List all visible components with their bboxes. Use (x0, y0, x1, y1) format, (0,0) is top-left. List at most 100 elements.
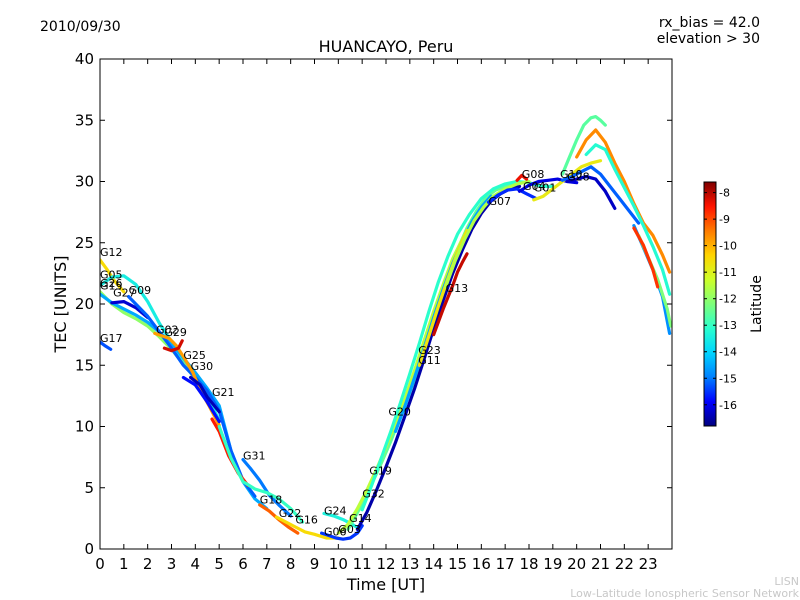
date-label: 2010/09/30 (40, 19, 121, 35)
x-tick-label: 23 (639, 555, 658, 573)
x-tick-label: 12 (376, 555, 395, 573)
x-tick-label: 13 (400, 555, 419, 573)
colorbar-tick-label: -16 (719, 399, 737, 412)
prn-label-g02: G02 (156, 323, 179, 336)
prn-label-g09: G09 (129, 284, 152, 297)
x-tick-label: 3 (167, 555, 177, 573)
colorbar-tick-label: -12 (719, 293, 737, 306)
y-tick-label: 15 (75, 356, 94, 374)
x-tick-label: 19 (543, 555, 562, 573)
series-track-g30 (189, 375, 221, 414)
prn-label-g18: G18 (260, 494, 283, 507)
series-track-g13 (444, 179, 531, 289)
prn-label-g11: G11 (418, 354, 441, 367)
x-tick-label: 5 (214, 555, 224, 573)
y-tick-label: 20 (75, 295, 94, 313)
series-track-g28b (565, 175, 617, 210)
series-track-g20 (360, 179, 555, 512)
series-track-g25 (181, 375, 221, 424)
x-tick-label: 8 (286, 555, 296, 573)
x-tick-label: 1 (119, 555, 129, 573)
colorbar-tick-label: -13 (719, 319, 737, 332)
colorbar-tick-label: -9 (719, 213, 730, 226)
series-track-g18 (217, 424, 305, 524)
y-tick-label: 10 (75, 418, 94, 436)
prn-label-g04: G04 (523, 180, 546, 193)
y-tick-label: 5 (84, 479, 94, 497)
colorbar (703, 181, 717, 427)
prn-label-g01: G01 (534, 181, 557, 194)
prn-label-g12: G12 (100, 246, 123, 259)
prn-label-g25: G25 (183, 349, 206, 362)
prn-label-g07: G07 (489, 195, 512, 208)
series-track-g10 (560, 115, 607, 176)
x-tick-label: 17 (496, 555, 515, 573)
y-tick-label: 35 (75, 111, 94, 129)
prn-label-g30: G30 (191, 360, 214, 373)
series-track-g16 (274, 515, 340, 540)
prn-label-g27: G27 (113, 287, 136, 300)
series-layer (100, 115, 672, 541)
colorbar-label: Latitude (749, 275, 765, 333)
prn-label-g13: G13 (446, 282, 469, 295)
colorbar-tick-label: -11 (719, 266, 737, 279)
series-track-g17 (100, 340, 113, 351)
x-tick-label: 15 (448, 555, 467, 573)
rx-bias-label: rx_bias = 42.0 (659, 15, 760, 31)
x-tick-label: 0 (95, 555, 105, 573)
credit-long: Low-Latitude Ionospheric Sensor Network (570, 587, 799, 600)
series-track-g27 (110, 300, 150, 320)
x-tick-label: 22 (615, 555, 634, 573)
prn-label-g21: G21 (212, 386, 235, 399)
prn-label-g29: G29 (164, 326, 187, 339)
series-track-g09 (127, 295, 257, 498)
y-axis-label: TEC [UNITS] (51, 256, 70, 354)
series-track-g31 (241, 458, 293, 518)
series-track-g06 (320, 524, 364, 541)
x-tick-label: 20 (567, 555, 586, 573)
prn-label-g06: G06 (324, 526, 347, 539)
prn-label-g19: G19 (369, 464, 392, 477)
x-tick-label: 16 (472, 555, 491, 573)
elevation-label: elevation > 30 (657, 31, 760, 47)
credit-short: LISN (774, 575, 799, 588)
series-track-g07b (632, 226, 660, 289)
series-track-g23 (393, 194, 493, 433)
prn-label-g28: G28 (567, 170, 590, 183)
x-tick-label: 9 (310, 555, 320, 573)
y-tick-label: 40 (75, 50, 94, 68)
chart-title: HUANCAYO, Peru (319, 37, 454, 56)
x-tick-label: 18 (519, 555, 538, 573)
y-tick-label: 25 (75, 234, 94, 252)
prn-label-g20: G20 (388, 406, 411, 419)
x-tick-label: 10 (329, 555, 348, 573)
prn-label-g14: G14 (349, 512, 372, 525)
x-tick-label: 4 (191, 555, 201, 573)
x-tick-label: 6 (238, 555, 248, 573)
series-track-g29 (162, 339, 184, 353)
series-track-g28 (560, 165, 641, 225)
y-axis-ticks: 0 5 10 15 20 25 30 35 40 (75, 50, 672, 558)
prn-label-g22: G22 (279, 507, 302, 520)
colorbar-ticks: -8 -9 -10 -11 -12 -13 -14 -15 -16 (704, 187, 737, 412)
colorbar-tick-label: -15 (719, 372, 737, 385)
x-axis-label: Time [UT] (346, 575, 425, 594)
series-track-g08 (515, 173, 529, 182)
x-tick-label: 7 (262, 555, 272, 573)
series-track-g01b (584, 143, 672, 296)
series-track-g24 (322, 511, 362, 531)
x-tick-label: 14 (424, 555, 443, 573)
x-tick-label: 21 (591, 555, 610, 573)
colorbar-tick-label: -8 (719, 187, 730, 200)
colorbar-tick-label: -10 (719, 240, 737, 253)
prn-label-g10: G10 (560, 168, 583, 181)
prn-label-g17: G17 (100, 332, 123, 345)
series-track-g07 (486, 187, 538, 204)
prn-label-g03: G03 (338, 523, 361, 536)
colorbar-tick-label: -14 (719, 346, 737, 359)
prn-label-g23: G23 (418, 344, 441, 357)
series-track-g10b (575, 128, 672, 274)
prn-label-g15: G15 (100, 279, 123, 292)
